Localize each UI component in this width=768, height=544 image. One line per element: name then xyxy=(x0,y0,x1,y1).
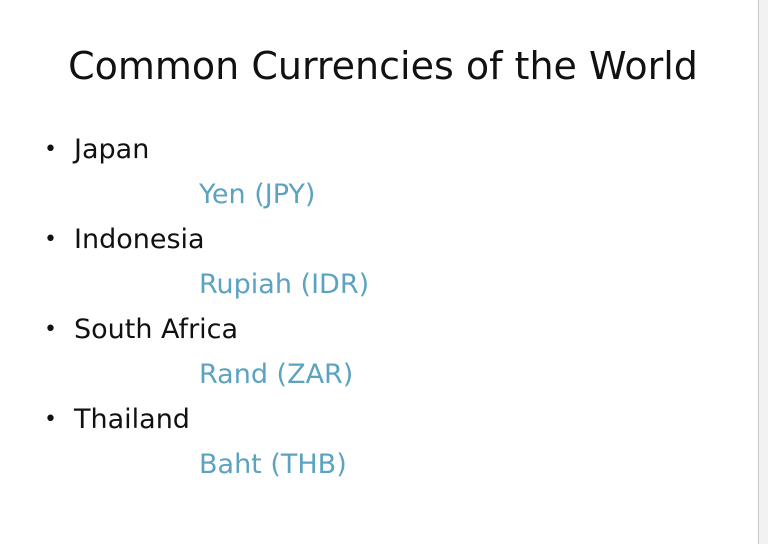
bullet-icon: • xyxy=(44,137,57,162)
bullet-icon: • xyxy=(44,227,57,252)
currency-name: Rand (ZAR) xyxy=(199,359,354,390)
bullet-icon: • xyxy=(44,407,57,432)
country-name: Thailand xyxy=(74,404,190,435)
list-item-country: • South Africa xyxy=(0,308,758,352)
country-name: Japan xyxy=(74,134,150,165)
country-name: South Africa xyxy=(74,314,239,345)
slide-title: Common Currencies of the World xyxy=(68,44,698,88)
list-item-currency: Rupiah (IDR) xyxy=(0,262,758,308)
currency-name: Baht (THB) xyxy=(199,449,347,480)
list-item-country: • Indonesia xyxy=(0,218,758,262)
list-item-currency: Yen (JPY) xyxy=(0,172,758,218)
bullet-icon: • xyxy=(44,317,57,342)
window-edge xyxy=(758,0,768,544)
list-item-country: • Thailand xyxy=(0,398,758,442)
list-item-country: • Japan xyxy=(0,128,758,172)
country-name: Indonesia xyxy=(74,224,205,255)
currency-name: Rupiah (IDR) xyxy=(199,269,370,300)
currency-name: Yen (JPY) xyxy=(199,179,316,210)
list-item-currency: Rand (ZAR) xyxy=(0,352,758,398)
bullet-list: • Japan Yen (JPY) • Indonesia Rupiah (ID… xyxy=(0,128,758,488)
list-item-currency: Baht (THB) xyxy=(0,442,758,488)
